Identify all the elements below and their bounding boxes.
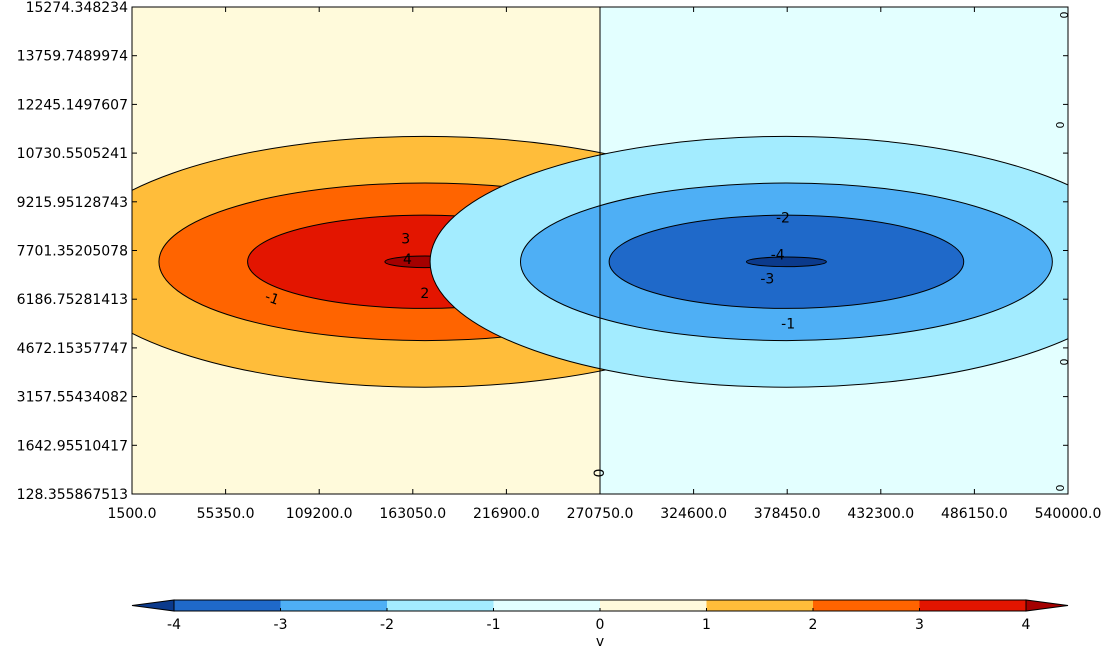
colorbar-segment	[493, 600, 600, 611]
colorbar-extend-max	[1025, 599, 1069, 612]
colorbar-segment	[174, 600, 281, 611]
y-axis: 128.355867513 1642.95510417 3157.55434082 4…	[17, 0, 1068, 503]
contour-label: -3	[760, 271, 774, 287]
colorbar-tick-label: 2	[809, 617, 818, 633]
colorbar-segment	[600, 600, 707, 611]
contour-label: 3	[401, 231, 410, 247]
contour-level-neg4	[745, 256, 827, 268]
contour-fills: 0 0 0 0	[132, 7, 1071, 494]
y-tick-label: 4672.15357747	[17, 341, 128, 357]
y-tick-label: 9215.95128743	[17, 195, 128, 211]
colorbar-tick-label: -2	[380, 617, 394, 633]
colorbar-label: v	[596, 634, 604, 650]
x-tick-label: 109200.0	[286, 506, 353, 522]
zero-contour-fragment: 0	[1058, 12, 1071, 19]
colorbar-tick-label: 3	[915, 617, 924, 633]
contour-labels: -1 2 3 4 -2 -4 -3 -1 0	[263, 210, 796, 477]
colorbar-tick-label: 0	[596, 617, 605, 633]
contour-label: -4	[771, 247, 785, 263]
colorbar-segment	[919, 600, 1026, 611]
zero-contour-fragment: 0	[1054, 122, 1067, 129]
x-tick-label: 163050.0	[379, 506, 446, 522]
y-tick-label: 12245.1497607	[17, 97, 128, 113]
y-tick-label: 7701.35205078	[17, 244, 128, 260]
x-tick-label: 270750.0	[567, 506, 634, 522]
x-tick-label: 486150.0	[941, 506, 1008, 522]
y-tick-label: 6186.75281413	[17, 292, 128, 308]
colorbar-extend-min	[131, 599, 175, 612]
contour-label: 0	[592, 469, 608, 478]
y-tick-label: 3157.55434082	[17, 390, 128, 406]
colorbar-tick-label: -4	[167, 617, 181, 633]
x-tick-label: 1500.0	[108, 506, 157, 522]
contour-label: 2	[420, 286, 429, 302]
colorbar-tick-label: -3	[274, 617, 288, 633]
colorbar: -4 -3 -2 -1 0 1 2 3 4	[131, 599, 1069, 633]
colorbar-segment	[280, 600, 387, 611]
x-tick-label: 324600.0	[660, 506, 727, 522]
contour-label: 4	[403, 252, 412, 268]
x-tick-label: 378450.0	[754, 506, 821, 522]
zero-contour-fragment: 0	[1058, 359, 1071, 366]
colorbar-segment	[813, 600, 920, 611]
x-tick-label: 216900.0	[473, 506, 540, 522]
y-tick-label: 128.355867513	[17, 487, 128, 503]
contour-label: -2	[776, 210, 790, 226]
zero-contour-fragment: 0	[1054, 485, 1067, 492]
y-tick-label: 13759.7489974	[17, 49, 128, 65]
colorbar-segment	[706, 600, 813, 611]
x-tick-label: 540000.0	[1035, 506, 1102, 522]
colorbar-tick-label: -1	[487, 617, 501, 633]
colorbar-segment	[387, 600, 494, 611]
y-tick-label: 1642.95510417	[17, 438, 128, 454]
colorbar-tick-label: 4	[1022, 617, 1031, 633]
y-tick-label: 10730.5505241	[17, 146, 128, 162]
x-axis: 1500.0 55350.0 109200.0 163050.0 216900.0 270…	[108, 7, 1102, 522]
contour-label: -1	[781, 316, 795, 332]
colorbar-tick-label: 1	[702, 617, 711, 633]
contour-label: -1	[263, 289, 282, 309]
x-tick-label: 55350.0	[197, 506, 255, 522]
y-tick-label: 15274.348234	[26, 0, 129, 16]
x-tick-label: 432300.0	[847, 506, 914, 522]
